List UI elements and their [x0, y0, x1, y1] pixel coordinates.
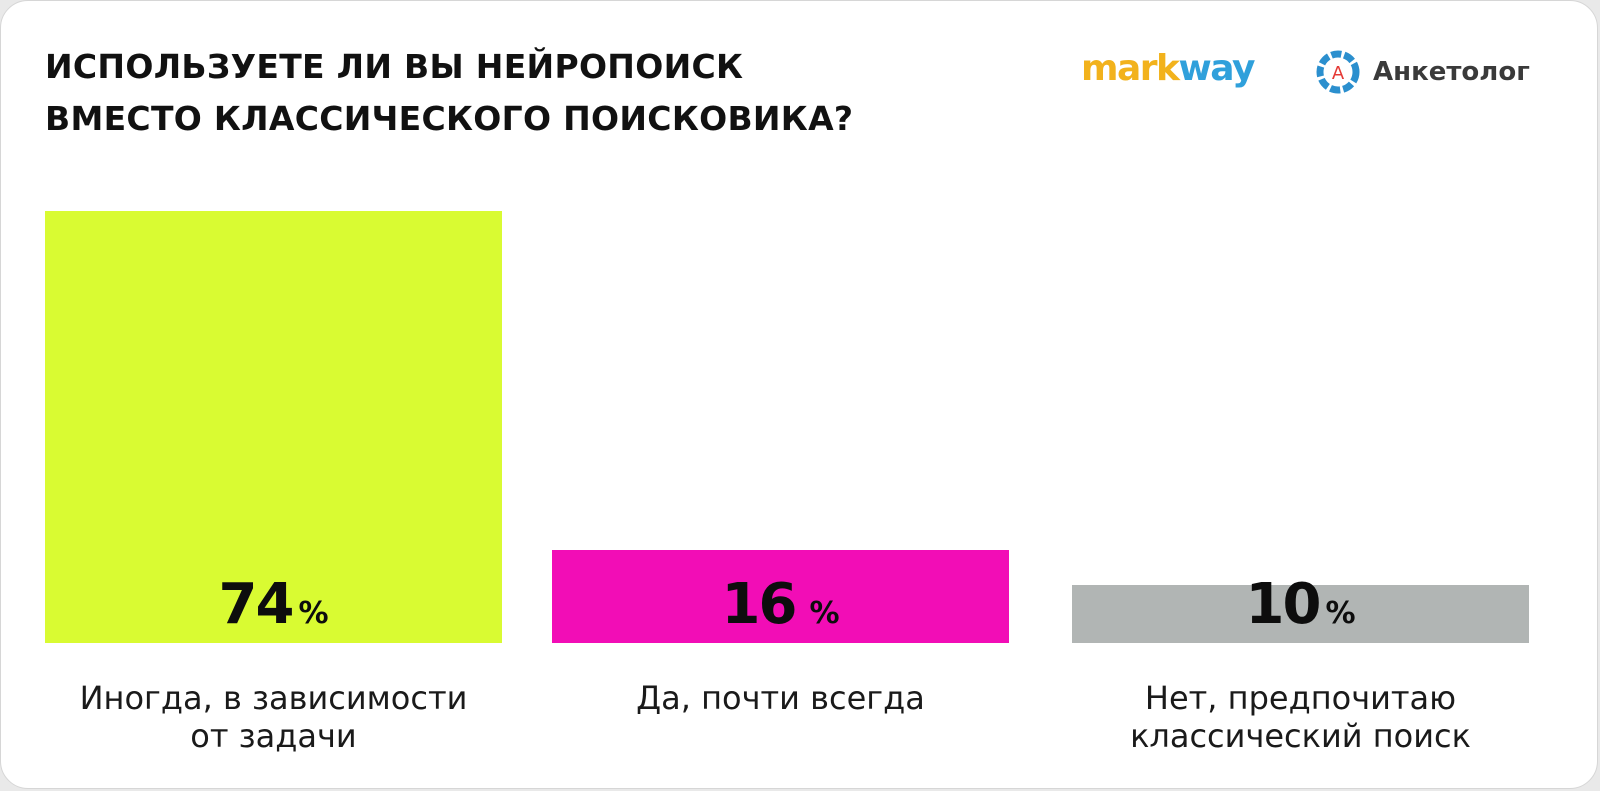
chart-title: ИСПОЛЬЗУЕТЕ ЛИ ВЫ НЕЙРОПОИСК ВМЕСТО КЛАС…	[45, 41, 945, 145]
markway-logo-part-mark: mark	[1081, 48, 1180, 89]
category-label-3-line-2: классический поиск	[1130, 717, 1471, 755]
bar-1-value-label: 74%	[219, 572, 329, 637]
anketolog-logo-name: Анкетолог	[1373, 57, 1530, 87]
bar-1	[45, 211, 502, 643]
markway-logo-part-way: way	[1178, 48, 1256, 89]
chart-title-line-1: ИСПОЛЬЗУЕТЕ ЛИ ВЫ НЕЙРОПОИСК	[45, 47, 744, 86]
category-label-2-line-1: Да, почти всегда	[636, 679, 925, 717]
bar-2-value-label: 16%	[722, 572, 840, 637]
category-label-3-line-1: Нет, предпочитаю	[1145, 679, 1456, 717]
bar-2	[552, 550, 1009, 643]
anketolog-logo: А Анкетолог	[1313, 47, 1530, 97]
bar-3-value-label: 10%	[1246, 572, 1356, 637]
chart-title-line-2: ВМЕСТО КЛАССИЧЕСКОГО ПОИСКОВИКА?	[45, 99, 854, 138]
markway-logo: markway	[1081, 47, 1256, 91]
bar-3	[1072, 585, 1529, 643]
anketolog-logo-letter: А	[1332, 63, 1345, 84]
anketolog-logo-icon: А	[1316, 50, 1360, 94]
category-label-1-line-1: Иногда, в зависимости	[80, 679, 468, 717]
category-label-1-line-2: от задачи	[190, 717, 356, 755]
